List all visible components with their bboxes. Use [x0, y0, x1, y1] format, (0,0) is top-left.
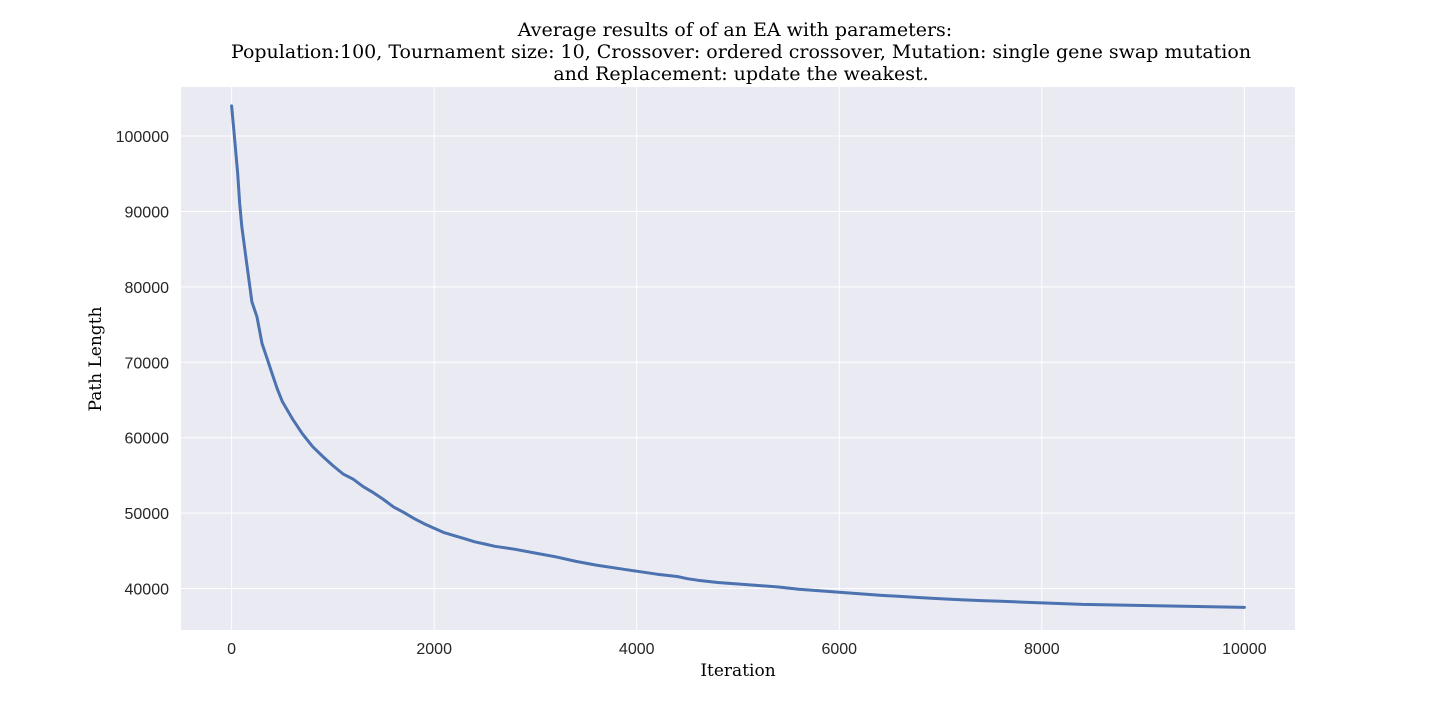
series-layer: [230, 104, 1246, 609]
x-tick-label: 8000: [1024, 641, 1060, 658]
y-tick-label: 90000: [125, 204, 170, 221]
y-tick-label: 60000: [125, 431, 170, 448]
x-tick-label: 2000: [416, 641, 452, 658]
chart-title-line-3: and Replacement: update the weakest.: [553, 63, 928, 85]
x-tick-label: 0: [227, 641, 236, 658]
series-line: [230, 104, 1246, 609]
y-tick-label: 50000: [125, 506, 170, 523]
y-tick-label: 100000: [116, 129, 169, 146]
y-axis-label: Path Length: [86, 306, 106, 411]
chart-title-line-2: Population:100, Tournament size: 10, Cro…: [231, 41, 1251, 63]
plot-area: [181, 87, 1295, 630]
y-tick-label: 80000: [125, 280, 170, 297]
y-axis-ticks: 40000 50000 60000 70000 80000 90000 100000: [116, 129, 170, 599]
y-tick-label: 70000: [125, 355, 170, 372]
chart-title-line-1: Average results of of an EA with paramet…: [517, 19, 952, 41]
x-axis-label: Iteration: [700, 661, 775, 681]
x-tick-label: 6000: [821, 641, 857, 658]
x-tick-label: 4000: [619, 641, 655, 658]
x-axis-ticks: 0 2000 4000 6000 8000 10000: [227, 641, 1267, 658]
grid: [181, 87, 1295, 630]
y-tick-label: 40000: [125, 582, 170, 599]
x-tick-label: 10000: [1222, 641, 1267, 658]
